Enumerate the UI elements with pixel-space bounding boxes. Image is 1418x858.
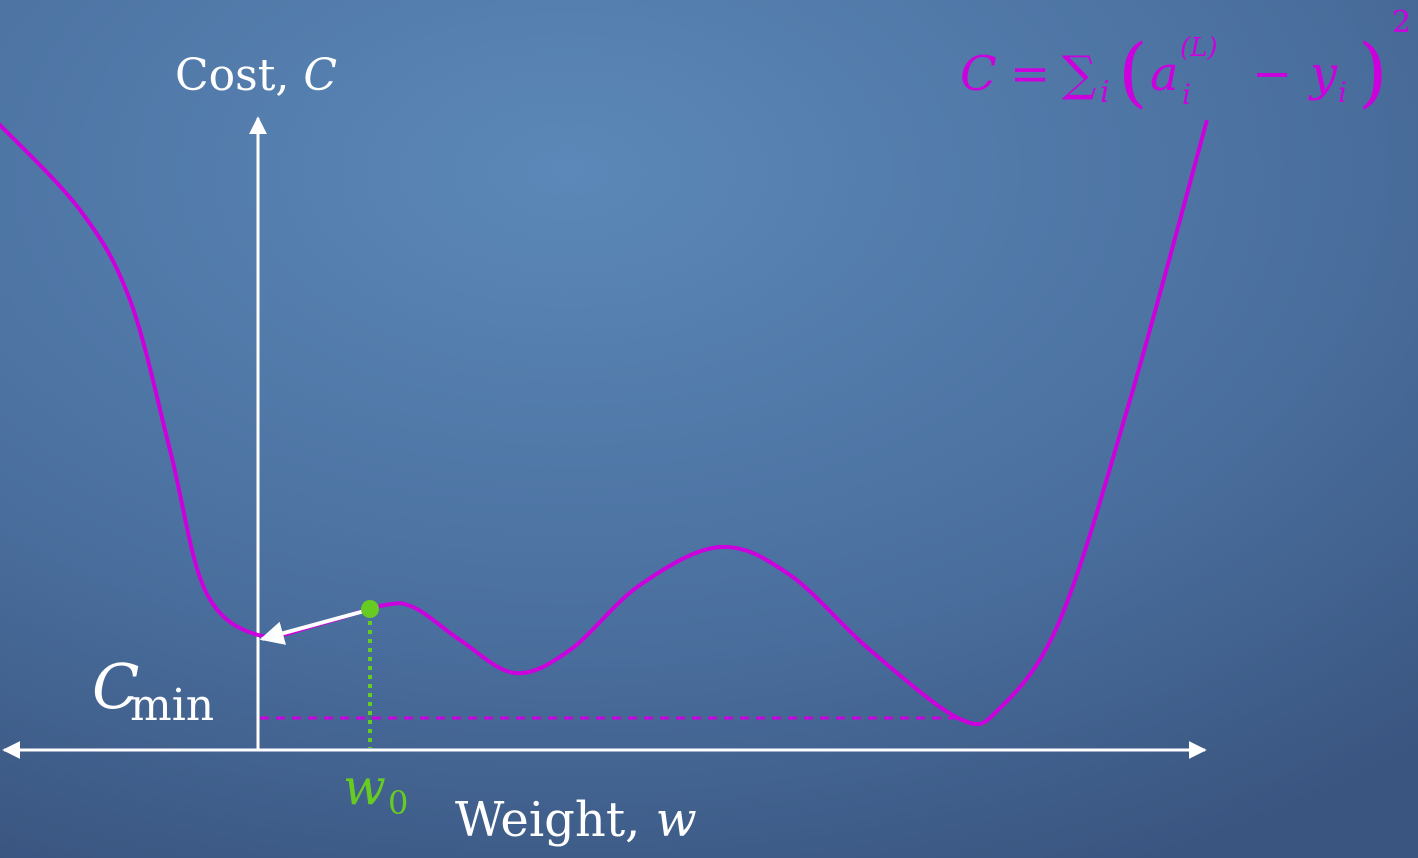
- formula-a-sub: i: [1182, 78, 1191, 111]
- formula-close: ): [1358, 27, 1388, 116]
- formula-sum: ∑: [1062, 46, 1096, 102]
- start-var: w: [343, 758, 386, 816]
- formula-a: a: [1150, 46, 1179, 102]
- y-axis-label: Cost, C: [175, 50, 337, 101]
- min-var: C: [92, 650, 139, 723]
- formula-power: 2: [1392, 5, 1411, 40]
- formula: C = ∑ i ( a (L) i − y i ) 2: [960, 5, 1411, 116]
- formula-y: y: [1308, 46, 1338, 102]
- formula-y-sub: i: [1338, 76, 1347, 109]
- formula-a-sup: (L): [1180, 33, 1218, 63]
- formula-sum-sub: i: [1100, 75, 1110, 110]
- x-axis-label: Weight, w: [455, 792, 697, 848]
- start-point: [361, 600, 379, 618]
- cost-curve: [0, 119, 1209, 727]
- step-arrow: [259, 608, 369, 645]
- min-sub: min: [130, 680, 214, 731]
- formula-minus: −: [1252, 46, 1292, 102]
- formula-eq: =: [1010, 46, 1050, 102]
- formula-lhs: C: [960, 46, 997, 102]
- start-sub: 0: [388, 784, 408, 822]
- formula-open: (: [1118, 27, 1148, 116]
